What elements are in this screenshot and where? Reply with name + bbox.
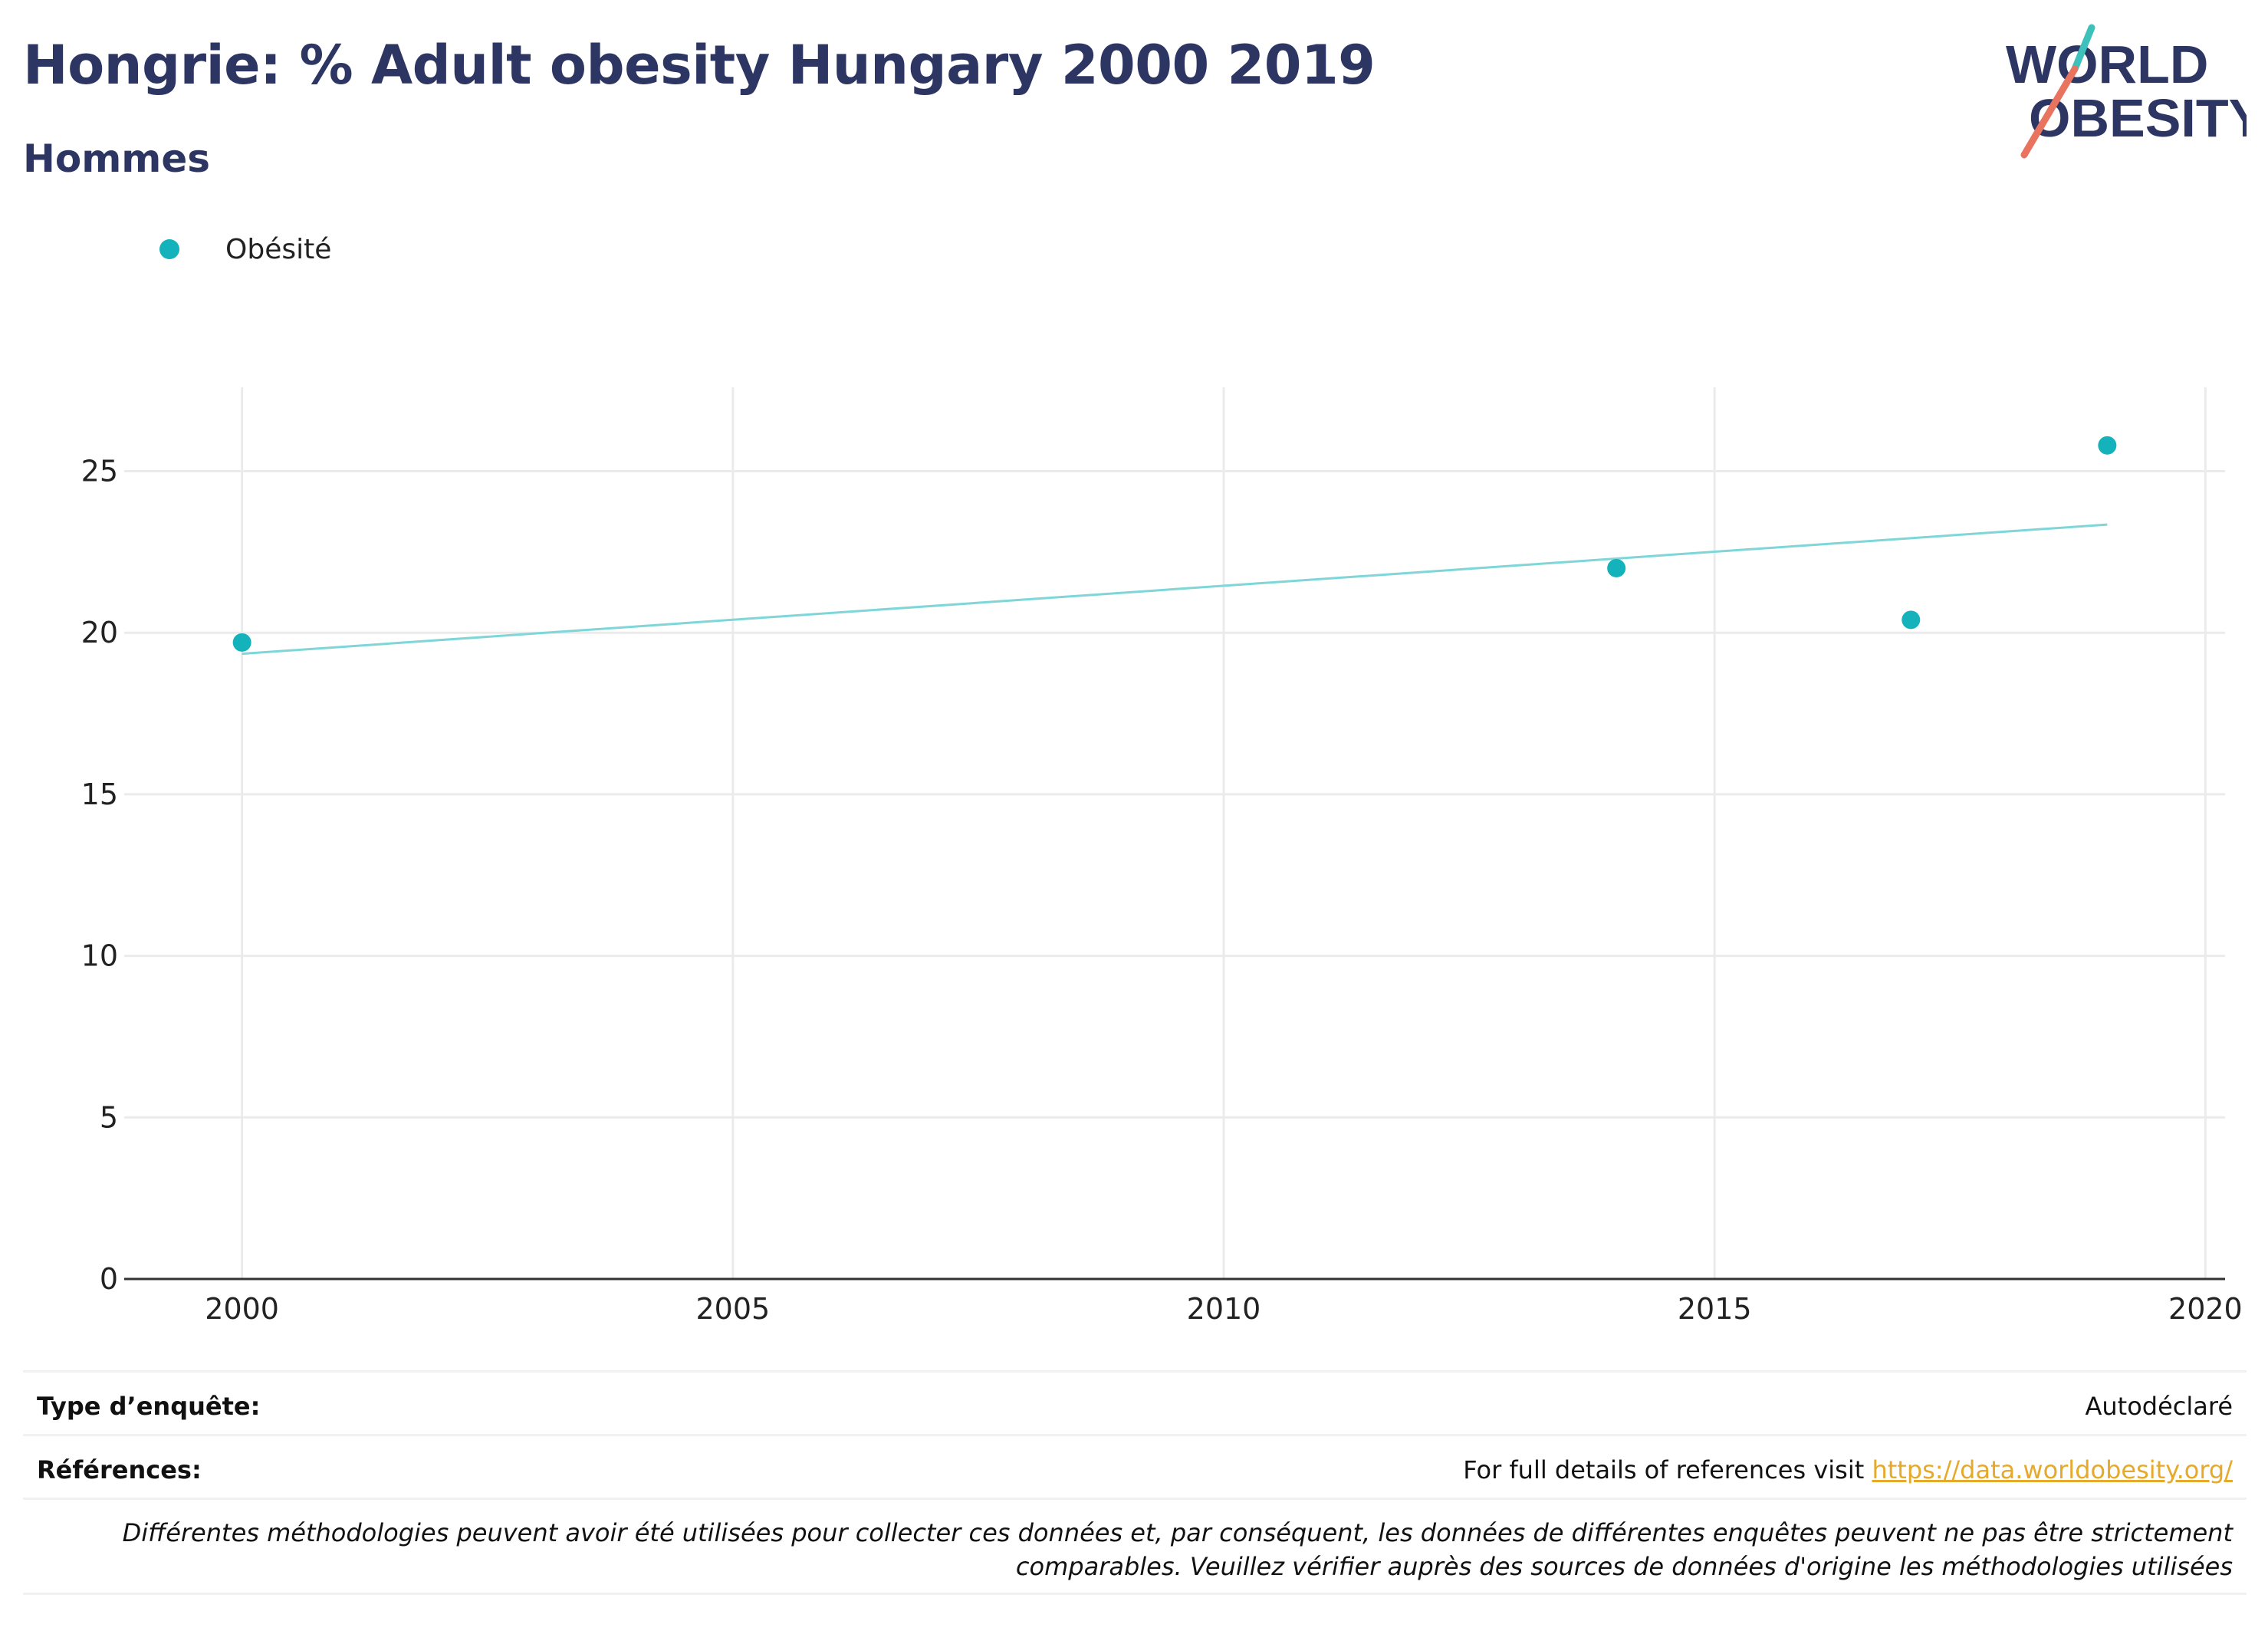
logo-text-obesity: OBESITY xyxy=(2029,88,2247,148)
logo-text-world: WORLD xyxy=(2006,35,2208,94)
y-tick-label: 0 xyxy=(100,1262,118,1296)
y-tick-label: 15 xyxy=(81,778,118,811)
survey-type-value: Autodéclaré xyxy=(2085,1392,2233,1421)
legend[interactable]: Obésité xyxy=(159,230,331,268)
legend-label-obesite: Obésité xyxy=(225,233,332,265)
y-tick-label: 20 xyxy=(81,616,118,649)
data-point xyxy=(232,633,251,652)
legend-marker xyxy=(159,239,179,259)
references-label: Références: xyxy=(37,1455,202,1484)
y-tick-label: 5 xyxy=(100,1100,118,1134)
y-tick-label: 10 xyxy=(81,939,118,973)
x-tick-label: 2010 xyxy=(1187,1292,1261,1326)
x-tick-label: 2000 xyxy=(205,1292,279,1326)
logo-slash-red xyxy=(2020,65,2079,159)
logo-slash-teal xyxy=(2071,24,2095,73)
footer-divider xyxy=(23,1370,2247,1373)
y-tick-label: 25 xyxy=(81,455,118,488)
footer-divider xyxy=(23,1498,2247,1500)
references-text: For full details of references visit xyxy=(1463,1455,1872,1484)
data-point xyxy=(1902,610,1921,630)
footer-divider xyxy=(23,1593,2247,1595)
footer-divider xyxy=(23,1434,2247,1436)
x-tick-label: 2015 xyxy=(1678,1292,1752,1326)
chart-plot: 0 5 10 15 20 25 2000 2005 2010 2015 2020 xyxy=(81,387,2243,1326)
x-tick-label: 2020 xyxy=(2168,1292,2243,1326)
references-link[interactable]: https://data.worldobesity.org/ xyxy=(1872,1455,2233,1484)
x-tick-label: 2005 xyxy=(695,1292,770,1326)
survey-type-label: Type d’enquête: xyxy=(37,1392,261,1421)
data-point xyxy=(1607,558,1626,577)
chart-subtitle: Hommes xyxy=(23,136,211,181)
trend-line xyxy=(242,523,2108,656)
chart-title: Hongrie: % Adult obesity Hungary 2000 20… xyxy=(23,34,1376,97)
references-value: For full details of references visit htt… xyxy=(1463,1455,2233,1484)
world-obesity-logo[interactable]: WORLD OBESITY xyxy=(2001,23,2247,161)
data-point xyxy=(2098,436,2117,455)
methodology-note: Différentes méthodologies peuvent avoir … xyxy=(122,1518,2233,1581)
